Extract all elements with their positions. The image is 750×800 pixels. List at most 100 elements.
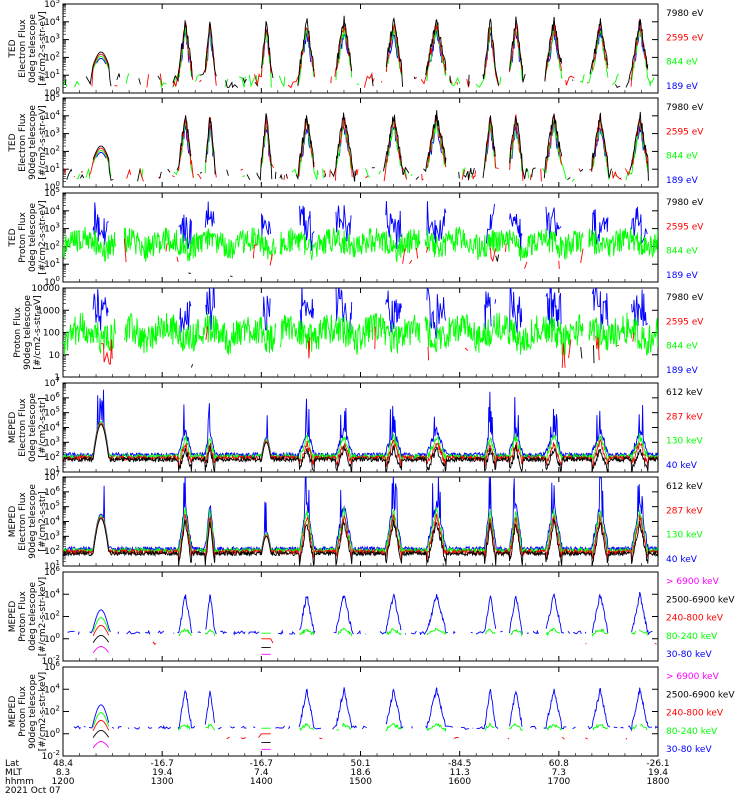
y-tick-label: 103: [44, 127, 60, 140]
series-black: [92, 634, 271, 649]
y-axis-label: Proton Flux: [18, 591, 28, 642]
y-tick-label: 100: [44, 86, 60, 99]
series-green: [63, 226, 658, 263]
y-tick-label: 100: [44, 727, 60, 740]
y-axis-label: 0deg telescope: [28, 203, 38, 273]
x-tick-label: 8.3: [56, 768, 70, 778]
y-axis-label: [#/cm2-s-str-keV]: [38, 577, 48, 656]
y-axis-label: 90deg telescope: [28, 674, 38, 749]
y-tick-label: 10000: [31, 284, 60, 294]
series-group: [63, 200, 658, 277]
legend-entry: 7980 eV: [666, 103, 704, 113]
legend-entry: 130 keV: [666, 437, 703, 447]
panel-8: 10-2 100 102 104 106 MEPED Proton Flux 90deg te…: [8, 660, 735, 762]
y-tick-label: 105: [44, 500, 60, 513]
series-group: [73, 687, 658, 750]
x-tick-label: -26.1: [646, 759, 669, 769]
y-axis-label: [#/cm2-s-str]: [38, 491, 48, 551]
series-green: [63, 312, 658, 357]
series-red: [63, 422, 658, 470]
y-axis-label: MEPED: [8, 506, 18, 538]
series-red: [63, 513, 658, 562]
series-blue: [92, 200, 648, 251]
y-axis-label: Electron Flux: [18, 19, 28, 78]
legend-entry: 2500-6900 keV: [666, 595, 735, 605]
legend-entry: 612 keV: [666, 482, 703, 492]
series-blue: [73, 687, 658, 732]
y-axis-label: [#/cm2-s-str-eV]: [38, 11, 48, 86]
x-tick-label: 18.6: [350, 768, 370, 778]
y-tick-label: 102: [44, 450, 60, 463]
x-tick-label: 1400: [250, 777, 273, 787]
panel-frame: [62, 666, 659, 757]
legend-entry: 30-80 keV: [666, 745, 712, 755]
legend-entry: 2595 eV: [666, 222, 704, 232]
y-axis-label: [#/cm2-s-str-eV]: [38, 105, 48, 180]
panel-3: 100 101 102 103 104 105 TED Proton Flux 0deg tel…: [8, 186, 704, 288]
panel-2: 100 101 102 103 104 105 TED Electron Flux 90deg …: [8, 91, 704, 193]
x-tick-label: 1200: [52, 777, 75, 787]
y-axis-label: 0deg telescope: [28, 14, 38, 84]
legend-entry: 2595 eV: [666, 33, 704, 43]
y-tick-label: 106: [44, 391, 60, 404]
panel-7: 10-2 100 102 104 106 MEPED Proton Flux 0deg tel…: [8, 565, 735, 667]
y-tick-label: 106: [44, 660, 60, 673]
y-axis-label: TED: [8, 39, 18, 58]
series-black: [189, 249, 658, 277]
x-tick-label: 19.4: [648, 768, 668, 778]
series-group: [64, 110, 655, 182]
series-blue: [96, 120, 645, 160]
x-axis-labels: LatMLThhmm48.48.31200-16.719.41300-16.77…: [5, 759, 670, 796]
series-group: [63, 288, 658, 368]
y-tick-label: 107: [44, 470, 60, 483]
series-black: [64, 15, 649, 89]
series-group: [63, 477, 658, 566]
y-axis-label: MEPED: [8, 696, 18, 728]
y-tick-label: 10-2: [42, 749, 60, 762]
y-axis-label: [#/cm2-s-str-keV]: [38, 672, 48, 751]
legend-entry: 2595 eV: [666, 317, 704, 327]
y-axis-label: 0deg telescope: [28, 582, 38, 652]
series-green: [92, 617, 649, 638]
y-tick-label: 101: [44, 68, 60, 81]
y-tick-label: 103: [44, 222, 60, 235]
x-tick-label: 60.8: [549, 759, 569, 769]
y-tick-label: 10-2: [42, 654, 60, 667]
y-tick-label: 105: [44, 0, 60, 10]
y-tick-label: 106: [44, 485, 60, 498]
y-axis-label: Proton Flux: [18, 686, 28, 737]
y-tick-label: 100: [43, 329, 60, 339]
series-black: [63, 424, 658, 472]
y-tick-label: 105: [44, 406, 60, 419]
legend-entry: 2500-6900 keV: [666, 690, 735, 700]
series-green: [63, 23, 655, 89]
y-axis-label: Electron Flux: [18, 113, 28, 172]
x-tick-label: 1300: [151, 777, 174, 787]
y-tick-label: 104: [44, 682, 60, 695]
y-tick-label: 103: [44, 529, 60, 542]
series-group: [63, 389, 658, 472]
series-black: [63, 518, 658, 566]
y-axis-label: TED: [8, 228, 18, 247]
y-tick-label: 104: [44, 15, 60, 28]
series-green: [76, 117, 655, 181]
legend-entry: 30-80 keV: [666, 650, 712, 660]
y-axis-label: Electron Flux: [18, 398, 28, 457]
legend-entry: 844 eV: [666, 342, 699, 352]
x-tick-label: 1500: [349, 777, 372, 787]
legend-entry: 240-800 keV: [666, 614, 724, 624]
y-tick-label: 104: [44, 421, 60, 434]
series-blue: [92, 288, 649, 339]
x-row-label: hhmm: [5, 777, 34, 787]
y-tick-label: 102: [44, 144, 60, 157]
y-tick-label: 104: [44, 515, 60, 528]
series-blue: [67, 591, 653, 636]
y-tick-label: 104: [44, 587, 60, 600]
y-tick-label: 101: [44, 257, 60, 270]
series-group: [63, 15, 658, 89]
y-axis-label: MEPED: [8, 412, 18, 444]
legend-entry: 7980 eV: [666, 198, 704, 208]
